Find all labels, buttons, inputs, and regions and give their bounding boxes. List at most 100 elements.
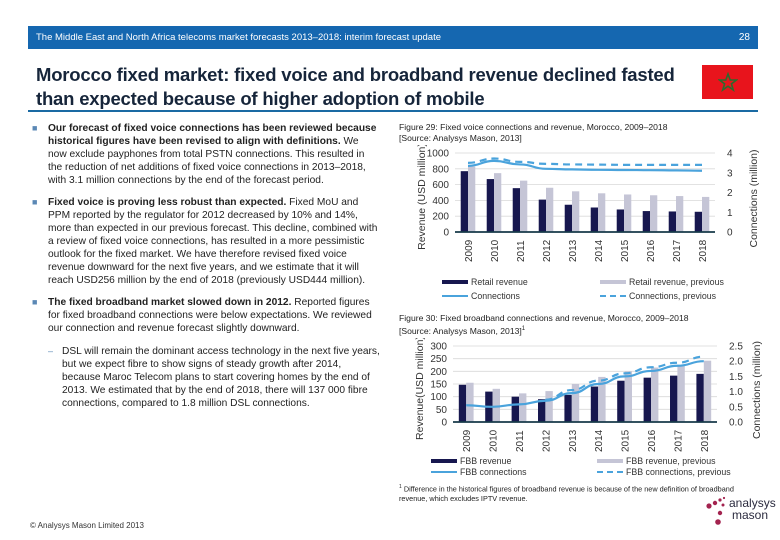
- bar-current: [617, 380, 625, 422]
- legend-label: Connections, previous: [629, 291, 717, 301]
- fixed-voice-legend: Retail revenue Retail revenue, previous …: [430, 277, 760, 305]
- bullet-lead: Fixed voice is proving less robust than …: [48, 197, 287, 208]
- logo-text: analysys mason: [729, 497, 776, 521]
- legend-swatch-bar: [600, 280, 626, 284]
- y-axis-title: Revenue(USD million): [414, 338, 426, 440]
- body-text: ■ Our forecast of fixed voice connection…: [30, 122, 380, 419]
- legend-item: Connections: [442, 291, 520, 301]
- bar-current: [460, 171, 468, 232]
- y-tick-label: 200: [432, 212, 449, 223]
- bullet-mark: ■: [32, 197, 38, 207]
- x-tick-label: 2009: [462, 429, 473, 452]
- y-tick-label: 100: [430, 392, 447, 403]
- legend-label: FBB revenue, previous: [626, 456, 716, 466]
- bar-previous: [466, 382, 474, 422]
- bar-previous: [702, 196, 710, 232]
- footnote: 1 Difference in the historical figures o…: [399, 482, 739, 504]
- x-tick-label: 2009: [464, 239, 475, 262]
- bar-current: [642, 211, 650, 232]
- y2-tick-label: 2.0: [729, 357, 743, 368]
- x-tick-label: 2018: [698, 239, 709, 262]
- y2-tick-label: 0.5: [729, 402, 743, 413]
- y-tick-label: 800: [432, 164, 449, 175]
- y2-axis-title: Connections (million): [748, 149, 760, 247]
- bar-previous: [624, 371, 632, 422]
- bar-current: [696, 373, 704, 422]
- x-tick-label: 2012: [542, 239, 553, 262]
- y-tick-label: 0: [441, 418, 447, 429]
- sub-bullet-text: DSL will remain the dominant access tech…: [62, 346, 380, 409]
- legend-swatch-line: [431, 471, 457, 473]
- footnote-text: Difference in the historical figures of …: [399, 484, 734, 504]
- bar-current: [668, 211, 676, 232]
- bar-previous: [494, 173, 502, 232]
- figure-30-source-text: [Source: Analysys Mason, 2013]: [399, 325, 522, 336]
- bar-current: [590, 386, 599, 422]
- morocco-flag-icon: [702, 65, 753, 99]
- bar-previous: [519, 393, 527, 422]
- y2-tick-label: 1.5: [729, 372, 743, 383]
- bar-previous: [572, 191, 580, 232]
- x-tick-label: 2013: [568, 429, 579, 452]
- y2-tick-label: 4: [727, 149, 733, 160]
- bullet-text: We now exclude payphones from total PSTN…: [48, 136, 366, 186]
- bullet-mark: ■: [32, 297, 38, 307]
- y2-tick-label: 3: [727, 168, 733, 179]
- bullet-mark: ■: [32, 123, 38, 133]
- sub-bullet-item: – DSL will remain the dominant access te…: [30, 345, 380, 410]
- line-series-current: [466, 360, 704, 408]
- figure-30-caption: Figure 30: Fixed broadband connections a…: [399, 313, 764, 337]
- y-tick-label: 600: [432, 180, 449, 191]
- y-tick-label: 150: [430, 380, 447, 391]
- bar-current: [511, 396, 519, 422]
- bar-current: [486, 179, 494, 232]
- bullet-lead: Our forecast of fixed voice connections …: [48, 123, 377, 147]
- x-tick-label: 2015: [620, 239, 631, 262]
- y-tick-label: 0: [443, 228, 449, 239]
- legend-item: FBB revenue, previous: [597, 456, 715, 466]
- bar-previous: [676, 196, 684, 232]
- bar-previous: [492, 388, 500, 422]
- figure-29-caption: Figure 29: Fixed voice connections and r…: [399, 122, 759, 144]
- bullet-item: ■ Fixed voice is proving less robust tha…: [30, 196, 380, 287]
- star-icon: [717, 72, 738, 92]
- bar-current: [670, 375, 678, 422]
- bar-previous: [598, 193, 606, 232]
- bar-current: [538, 399, 546, 422]
- y2-tick-label: 0: [727, 228, 733, 239]
- legend-item: Retail revenue, previous: [600, 277, 724, 287]
- bar-current: [590, 207, 598, 232]
- legend-item: Retail revenue: [442, 277, 528, 287]
- bar-current: [564, 204, 572, 232]
- legend-item: FBB revenue: [431, 456, 511, 466]
- bar-previous: [624, 194, 632, 232]
- legend-swatch-bar: [442, 280, 468, 284]
- bullet-text: Reported figures for fixed broadband con…: [48, 297, 372, 334]
- legend-swatch-bar: [597, 459, 623, 463]
- bar-previous: [546, 187, 554, 232]
- footnote-ref: 1: [521, 326, 526, 332]
- y-axis-title: Revenue (USD million): [416, 145, 428, 250]
- y2-tick-label: 1: [727, 208, 733, 219]
- logo-line2: mason: [732, 508, 769, 522]
- line-series-previous: [467, 157, 702, 166]
- bar-previous: [677, 365, 685, 422]
- y-tick-label: 400: [432, 196, 449, 207]
- header-bar: The Middle East and North Africa telecom…: [28, 26, 758, 49]
- legend-item: FBB connections, previous: [597, 467, 731, 477]
- x-tick-label: 2012: [541, 429, 552, 452]
- logo-dots-icon: [706, 496, 726, 525]
- x-tick-label: 2013: [568, 239, 579, 262]
- bar-previous: [650, 195, 658, 232]
- bar-current: [643, 377, 651, 422]
- fixed-broadband-legend: FBB revenue FBB revenue, previous FBB co…: [425, 456, 765, 480]
- page-title: Morocco fixed market: fixed voice and br…: [36, 64, 675, 109]
- legend-label: FBB revenue: [460, 456, 512, 466]
- x-tick-label: 2011: [516, 240, 527, 262]
- legend-label: FBB connections: [460, 467, 527, 477]
- bullet-item: ■ Our forecast of fixed voice connection…: [30, 122, 380, 187]
- x-tick-label: 2011: [515, 430, 526, 452]
- bar-current: [458, 384, 467, 422]
- legend-label: Retail revenue: [471, 277, 528, 287]
